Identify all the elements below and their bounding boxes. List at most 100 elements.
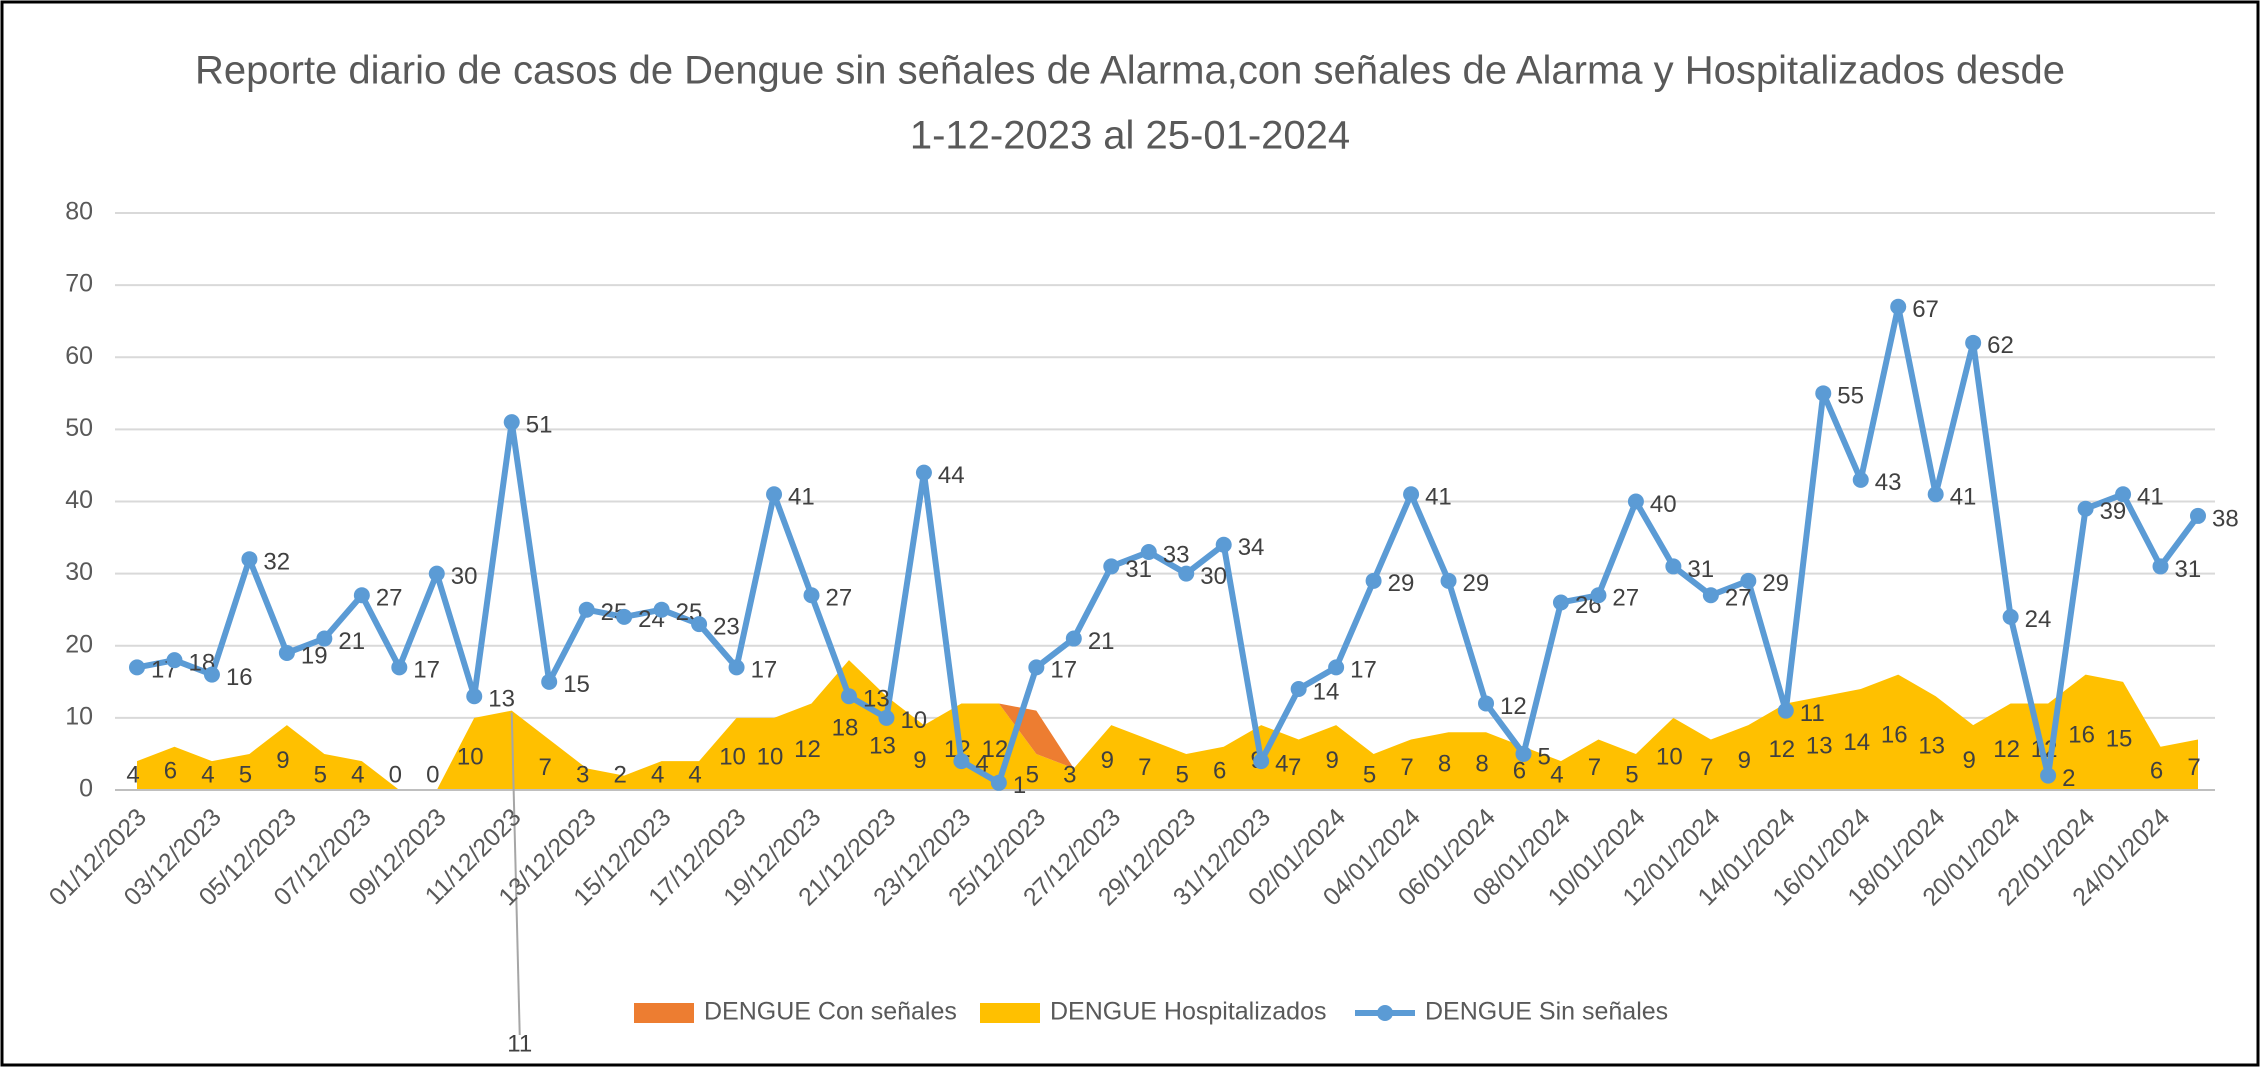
- marker: [1965, 334, 1982, 351]
- value-label: 27: [1725, 585, 1752, 612]
- marker: [1103, 558, 1120, 575]
- value-label: 6: [2150, 758, 2163, 785]
- value-label: 5: [1363, 761, 1376, 788]
- value-label: 13: [863, 686, 890, 713]
- value-label: 7: [1588, 754, 1601, 781]
- value-label: 9: [276, 747, 289, 774]
- area-hospitalizados: [137, 660, 2198, 790]
- value-label: 4: [1275, 750, 1288, 777]
- value-label: 13: [488, 686, 515, 713]
- marker: [691, 616, 708, 633]
- value-label: 11: [507, 1030, 532, 1057]
- value-label: 51: [526, 412, 553, 439]
- marker: [1440, 572, 1457, 589]
- marker: [129, 659, 145, 676]
- y-tick-label: 40: [65, 486, 93, 514]
- legend-label: DENGUE Sin señales: [1425, 998, 1668, 1026]
- value-label: 41: [788, 484, 815, 511]
- value-label: 27: [376, 585, 403, 612]
- value-label: 21: [338, 628, 365, 655]
- value-label: 67: [1912, 296, 1939, 323]
- marker: [316, 630, 333, 647]
- y-tick-label: 20: [65, 630, 93, 658]
- marker: [278, 644, 295, 661]
- value-label: 5: [1176, 761, 1189, 788]
- value-label: 44: [938, 462, 965, 489]
- marker: [391, 659, 408, 676]
- value-label: 12: [1500, 693, 1527, 720]
- marker: [1290, 681, 1307, 698]
- legend-label: DENGUE Hospitalizados: [1050, 998, 1327, 1026]
- chart-title: Reporte diario de casos de Dengue sin se…: [195, 49, 2065, 93]
- value-label: 29: [1762, 570, 1789, 597]
- value-label: 15: [2106, 725, 2133, 752]
- value-label: 8: [1475, 750, 1488, 777]
- marker: [728, 659, 745, 676]
- marker: [2040, 767, 2057, 784]
- value-label: 7: [539, 754, 552, 781]
- value-label: 23: [713, 613, 740, 640]
- marker: [1890, 298, 1907, 315]
- value-label: 9: [1738, 747, 1751, 774]
- value-label: 6: [1513, 758, 1526, 785]
- marker: [166, 652, 183, 669]
- marker: [1552, 594, 1569, 611]
- value-label: 41: [2137, 484, 2164, 511]
- value-label: 7: [1700, 754, 1713, 781]
- marker: [2115, 486, 2132, 503]
- marker: [1515, 745, 1532, 762]
- value-label: 31: [1125, 556, 1152, 583]
- value-label: 30: [451, 563, 478, 590]
- value-label: 4: [1550, 761, 1563, 788]
- value-label: 9: [1325, 747, 1338, 774]
- marker: [353, 587, 370, 604]
- value-label: 7: [1400, 754, 1413, 781]
- value-label: 9: [1101, 747, 1114, 774]
- value-label: 10: [457, 743, 484, 770]
- value-label: 12: [1768, 736, 1795, 763]
- value-label: 4: [651, 761, 664, 788]
- value-label: 17: [1050, 657, 1077, 684]
- value-label: 14: [1313, 678, 1340, 705]
- marker: [1702, 587, 1719, 604]
- marker: [503, 414, 520, 431]
- y-tick-label: 50: [65, 414, 93, 442]
- value-label: 29: [1463, 570, 1490, 597]
- value-label: 13: [869, 732, 896, 759]
- marker: [1403, 486, 1420, 503]
- value-label: 41: [1425, 484, 1452, 511]
- value-label: 21: [1088, 628, 1115, 655]
- marker: [2002, 608, 2019, 625]
- value-label: 12: [1993, 736, 2020, 763]
- value-label: 19: [301, 642, 328, 669]
- legend-swatch: [634, 1003, 694, 1023]
- value-label: 10: [757, 743, 784, 770]
- value-label: 38: [2212, 505, 2239, 532]
- chart-subtitle: 1-12-2023 al 25-01-2024: [910, 114, 1350, 158]
- value-label: 31: [1687, 556, 1714, 583]
- marker: [428, 565, 445, 582]
- value-label: 41: [1950, 484, 1977, 511]
- marker: [653, 601, 670, 618]
- value-label: 4: [126, 761, 139, 788]
- value-label: 2: [2062, 765, 2075, 792]
- marker: [541, 673, 558, 690]
- marker: [803, 587, 820, 604]
- value-label: 11: [1800, 700, 1825, 727]
- legend-marker: [1377, 1005, 1393, 1021]
- marker: [1665, 558, 1682, 575]
- value-label: 30: [1200, 563, 1227, 590]
- marker: [915, 464, 932, 481]
- marker: [241, 551, 258, 568]
- value-label: 34: [1238, 534, 1265, 561]
- value-label: 15: [563, 671, 590, 698]
- marker: [203, 666, 220, 683]
- y-tick-label: 0: [79, 775, 93, 803]
- legend-swatch: [980, 1003, 1040, 1023]
- value-label: 10: [719, 743, 746, 770]
- marker: [953, 753, 970, 770]
- marker: [1927, 486, 1944, 503]
- value-label: 24: [2025, 606, 2052, 633]
- value-label: 7: [1138, 754, 1151, 781]
